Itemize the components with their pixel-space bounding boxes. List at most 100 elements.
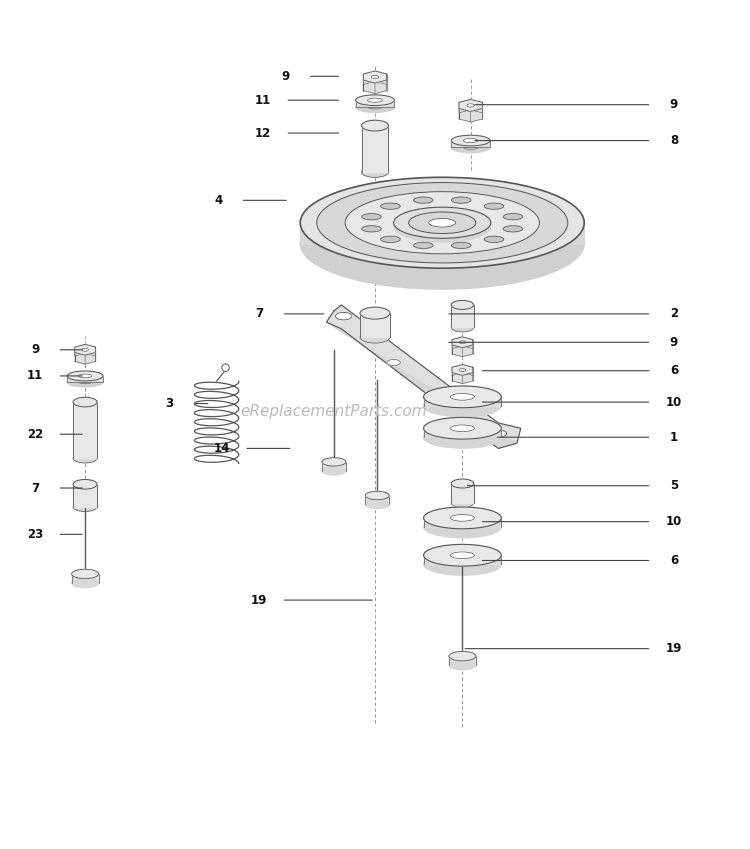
- Text: 14: 14: [214, 442, 230, 455]
- Ellipse shape: [503, 226, 523, 232]
- Bar: [73, 484, 97, 507]
- Ellipse shape: [73, 502, 97, 511]
- Ellipse shape: [452, 135, 490, 146]
- Polygon shape: [452, 373, 463, 384]
- Text: 9: 9: [31, 343, 39, 357]
- Ellipse shape: [362, 214, 381, 220]
- Ellipse shape: [413, 197, 433, 203]
- Polygon shape: [424, 555, 501, 565]
- Ellipse shape: [424, 516, 501, 537]
- Ellipse shape: [484, 236, 504, 243]
- Polygon shape: [459, 110, 482, 122]
- Polygon shape: [452, 364, 472, 375]
- Text: 1: 1: [670, 430, 678, 444]
- FancyBboxPatch shape: [452, 141, 490, 147]
- Ellipse shape: [459, 368, 466, 371]
- Polygon shape: [452, 373, 472, 384]
- Ellipse shape: [322, 467, 346, 475]
- Ellipse shape: [73, 480, 97, 489]
- Ellipse shape: [452, 323, 474, 332]
- Ellipse shape: [362, 166, 388, 177]
- Ellipse shape: [451, 552, 475, 559]
- Text: 22: 22: [27, 428, 44, 441]
- Ellipse shape: [78, 374, 92, 378]
- FancyBboxPatch shape: [68, 376, 103, 382]
- Polygon shape: [85, 345, 95, 356]
- Ellipse shape: [424, 507, 501, 529]
- Text: 19: 19: [251, 593, 267, 606]
- Ellipse shape: [424, 554, 501, 575]
- Bar: [322, 462, 346, 471]
- Ellipse shape: [300, 198, 584, 290]
- Bar: [452, 305, 474, 328]
- Ellipse shape: [300, 177, 584, 268]
- Ellipse shape: [335, 312, 352, 320]
- Ellipse shape: [449, 661, 476, 670]
- Polygon shape: [452, 346, 472, 357]
- Ellipse shape: [72, 578, 98, 588]
- Text: 12: 12: [255, 127, 271, 139]
- Bar: [360, 313, 390, 337]
- Ellipse shape: [424, 395, 501, 417]
- Polygon shape: [375, 71, 387, 85]
- Ellipse shape: [424, 386, 501, 408]
- Polygon shape: [363, 71, 375, 85]
- Ellipse shape: [362, 121, 388, 131]
- Text: 19: 19: [666, 642, 682, 655]
- Ellipse shape: [394, 211, 490, 242]
- Text: 11: 11: [255, 93, 271, 107]
- Text: 6: 6: [670, 554, 678, 567]
- Polygon shape: [459, 99, 482, 111]
- Text: 9: 9: [670, 98, 678, 111]
- Bar: [365, 496, 389, 504]
- Ellipse shape: [360, 331, 390, 343]
- Polygon shape: [326, 305, 520, 448]
- Text: 10: 10: [666, 515, 682, 528]
- Ellipse shape: [371, 76, 379, 79]
- Text: 9: 9: [281, 70, 290, 83]
- Ellipse shape: [413, 242, 433, 249]
- Ellipse shape: [424, 544, 501, 566]
- Ellipse shape: [464, 138, 478, 143]
- Text: 9: 9: [670, 336, 678, 349]
- Ellipse shape: [394, 207, 490, 239]
- Polygon shape: [326, 322, 517, 448]
- Polygon shape: [363, 82, 387, 93]
- Text: 2: 2: [670, 307, 678, 320]
- Polygon shape: [471, 99, 482, 113]
- Ellipse shape: [409, 212, 476, 233]
- Ellipse shape: [424, 426, 501, 448]
- Polygon shape: [75, 352, 85, 364]
- Bar: [362, 126, 388, 172]
- Ellipse shape: [459, 340, 466, 344]
- Polygon shape: [459, 109, 471, 122]
- Polygon shape: [75, 345, 85, 356]
- Polygon shape: [463, 373, 472, 384]
- Ellipse shape: [452, 479, 474, 488]
- Ellipse shape: [356, 95, 395, 105]
- Polygon shape: [363, 80, 375, 93]
- Polygon shape: [452, 345, 463, 357]
- Ellipse shape: [451, 514, 475, 521]
- Ellipse shape: [68, 371, 103, 381]
- Ellipse shape: [503, 214, 523, 220]
- Polygon shape: [463, 345, 472, 357]
- Polygon shape: [424, 518, 501, 527]
- Polygon shape: [75, 345, 95, 355]
- Text: 11: 11: [27, 369, 44, 382]
- Ellipse shape: [451, 393, 475, 400]
- Ellipse shape: [451, 424, 475, 431]
- Bar: [449, 656, 476, 665]
- Text: 4: 4: [214, 194, 222, 207]
- Ellipse shape: [429, 218, 456, 227]
- Ellipse shape: [424, 418, 501, 439]
- Polygon shape: [452, 337, 463, 349]
- Polygon shape: [424, 428, 501, 437]
- Ellipse shape: [345, 192, 539, 254]
- Bar: [73, 402, 97, 458]
- Ellipse shape: [365, 500, 389, 509]
- Ellipse shape: [222, 364, 230, 372]
- Polygon shape: [85, 352, 95, 364]
- Text: 7: 7: [255, 307, 263, 320]
- Text: 10: 10: [666, 396, 682, 408]
